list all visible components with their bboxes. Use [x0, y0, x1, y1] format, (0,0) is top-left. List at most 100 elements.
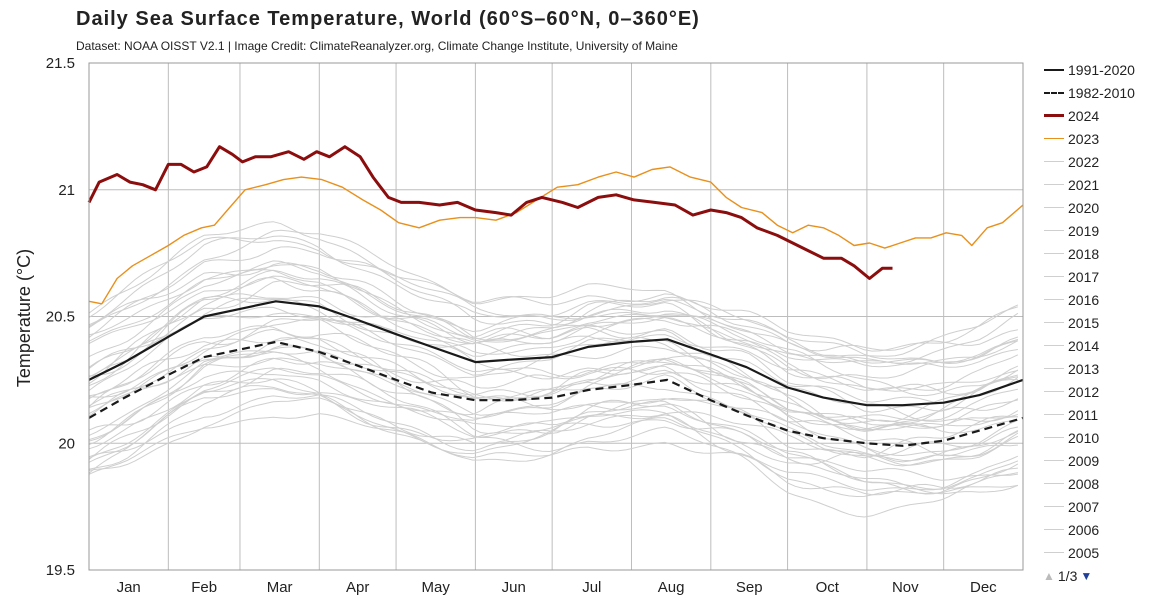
legend-item-1991-2020[interactable]: 1991-2020: [1040, 58, 1148, 81]
legend-item-2012[interactable]: 2012: [1040, 380, 1148, 403]
background-year-line: [88, 293, 1019, 425]
legend-item-2018[interactable]: 2018: [1040, 242, 1148, 265]
legend-item-1982-2010[interactable]: 1982-2010: [1040, 81, 1148, 104]
legend-label: 2013: [1068, 360, 1100, 377]
x-tick-label: Jun: [502, 579, 526, 596]
x-tick-label: Nov: [892, 579, 919, 596]
legend-item-2021[interactable]: 2021: [1040, 173, 1148, 196]
legend-swatch: [1044, 184, 1064, 185]
legend-swatch: [1044, 368, 1064, 369]
background-year-line: [88, 413, 1018, 498]
legend-swatch: [1044, 207, 1064, 208]
background-year-line: [88, 357, 1018, 457]
legend-item-2024[interactable]: 2024: [1040, 104, 1148, 127]
background-year-line: [88, 378, 1019, 467]
legend-label: 2012: [1068, 383, 1100, 400]
legend-item-2009[interactable]: 2009: [1040, 449, 1148, 472]
legend-item-2008[interactable]: 2008: [1040, 472, 1148, 495]
background-year-line: [88, 336, 1019, 421]
background-year-line: [88, 260, 1019, 365]
legend-item-2022[interactable]: 2022: [1040, 150, 1148, 173]
background-year-lines: [88, 221, 1019, 518]
legend-swatch: [1044, 138, 1064, 139]
background-year-line: [88, 388, 1018, 518]
background-year-line: [88, 264, 1019, 365]
chart-plot: 21.5 21 20.5 20 19.5 Jan Feb Mar Apr May Jun Jul Au…: [14, 55, 1024, 596]
x-tick-label: Aug: [658, 579, 685, 596]
legend-label: 2008: [1068, 475, 1100, 492]
legend-swatch: [1044, 414, 1064, 415]
legend-swatch: [1044, 460, 1064, 461]
y-tick-label: 21: [58, 182, 75, 199]
legend-item-2011[interactable]: 2011: [1040, 403, 1148, 426]
y-tick-label: 19.5: [46, 562, 75, 579]
legend-label: 2021: [1068, 176, 1100, 193]
x-tick-label: Dec: [970, 579, 997, 596]
background-year-line: [88, 235, 1019, 364]
legend-label: 2023: [1068, 130, 1100, 147]
background-year-line: [88, 275, 1018, 368]
background-year-line: [88, 377, 1019, 491]
legend-swatch: [1044, 299, 1064, 300]
legend-item-2013[interactable]: 2013: [1040, 357, 1148, 380]
legend-swatch: [1044, 91, 1064, 94]
legend-label: 2016: [1068, 291, 1100, 308]
background-year-line: [88, 357, 1018, 431]
x-tick-label: Sep: [736, 579, 763, 596]
legend-label: 2009: [1068, 452, 1100, 469]
legend: 1991-2020 1982-2010 2024 2023 2022 2021 2020 20…: [1040, 58, 1148, 564]
series-line-1982-2010: [88, 340, 1024, 447]
legend-label: 2006: [1068, 521, 1100, 538]
legend-swatch: [1044, 506, 1064, 507]
y-axis-label: Temperature (°C): [14, 249, 34, 387]
legend-swatch: [1044, 68, 1064, 71]
background-year-line: [88, 370, 1019, 462]
x-tick-label: May: [422, 579, 451, 596]
legend-swatch: [1044, 253, 1064, 254]
background-year-line: [88, 262, 1018, 352]
legend-item-2017[interactable]: 2017: [1040, 265, 1148, 288]
legend-item-2023[interactable]: 2023: [1040, 127, 1148, 150]
legend-item-2005[interactable]: 2005: [1040, 541, 1148, 564]
background-year-line: [88, 246, 1019, 379]
legend-swatch: [1044, 230, 1064, 231]
legend-swatch: [1044, 114, 1064, 117]
legend-swatch: [1044, 345, 1064, 346]
y-tick-label: 20.5: [46, 309, 75, 326]
legend-swatch: [1044, 161, 1064, 162]
triangle-down-icon[interactable]: ▼: [1080, 569, 1093, 583]
chart-subtitle: Dataset: NOAA OISST V2.1 | Image Credit:…: [76, 39, 678, 53]
background-year-line: [88, 344, 1019, 463]
legend-item-2015[interactable]: 2015: [1040, 311, 1148, 334]
legend-swatch: [1044, 483, 1064, 484]
legend-item-2014[interactable]: 2014: [1040, 334, 1148, 357]
background-year-line: [88, 367, 1019, 490]
legend-label: 2010: [1068, 429, 1100, 446]
background-year-line: [88, 306, 1019, 431]
background-year-line: [88, 325, 1019, 432]
legend-label: 2018: [1068, 245, 1100, 262]
legend-label: 1991-2020: [1068, 61, 1135, 78]
legend-item-2019[interactable]: 2019: [1040, 219, 1148, 242]
legend-item-2007[interactable]: 2007: [1040, 495, 1148, 518]
background-year-line: [88, 221, 1019, 352]
background-year-line: [88, 397, 1019, 495]
x-tick-label: Mar: [267, 579, 293, 596]
legend-label: 2011: [1068, 406, 1099, 423]
legend-swatch: [1044, 276, 1064, 277]
series-line-2023: [88, 166, 1024, 305]
plot-border: [88, 62, 1024, 571]
legend-label: 2024: [1068, 107, 1100, 124]
legend-label: 2014: [1068, 337, 1100, 354]
legend-item-2020[interactable]: 2020: [1040, 196, 1148, 219]
legend-item-2010[interactable]: 2010: [1040, 426, 1148, 449]
series-line-2024: [87, 145, 893, 280]
background-year-line: [88, 367, 1018, 496]
legend-item-2016[interactable]: 2016: [1040, 288, 1148, 311]
legend-item-2006[interactable]: 2006: [1040, 518, 1148, 541]
triangle-up-icon[interactable]: ▲: [1043, 569, 1055, 583]
x-tick-label: Jul: [582, 579, 601, 596]
legend-label: 2020: [1068, 199, 1100, 216]
x-tick-label: Jan: [117, 579, 141, 596]
series-line-1991-2020: [88, 300, 1024, 407]
